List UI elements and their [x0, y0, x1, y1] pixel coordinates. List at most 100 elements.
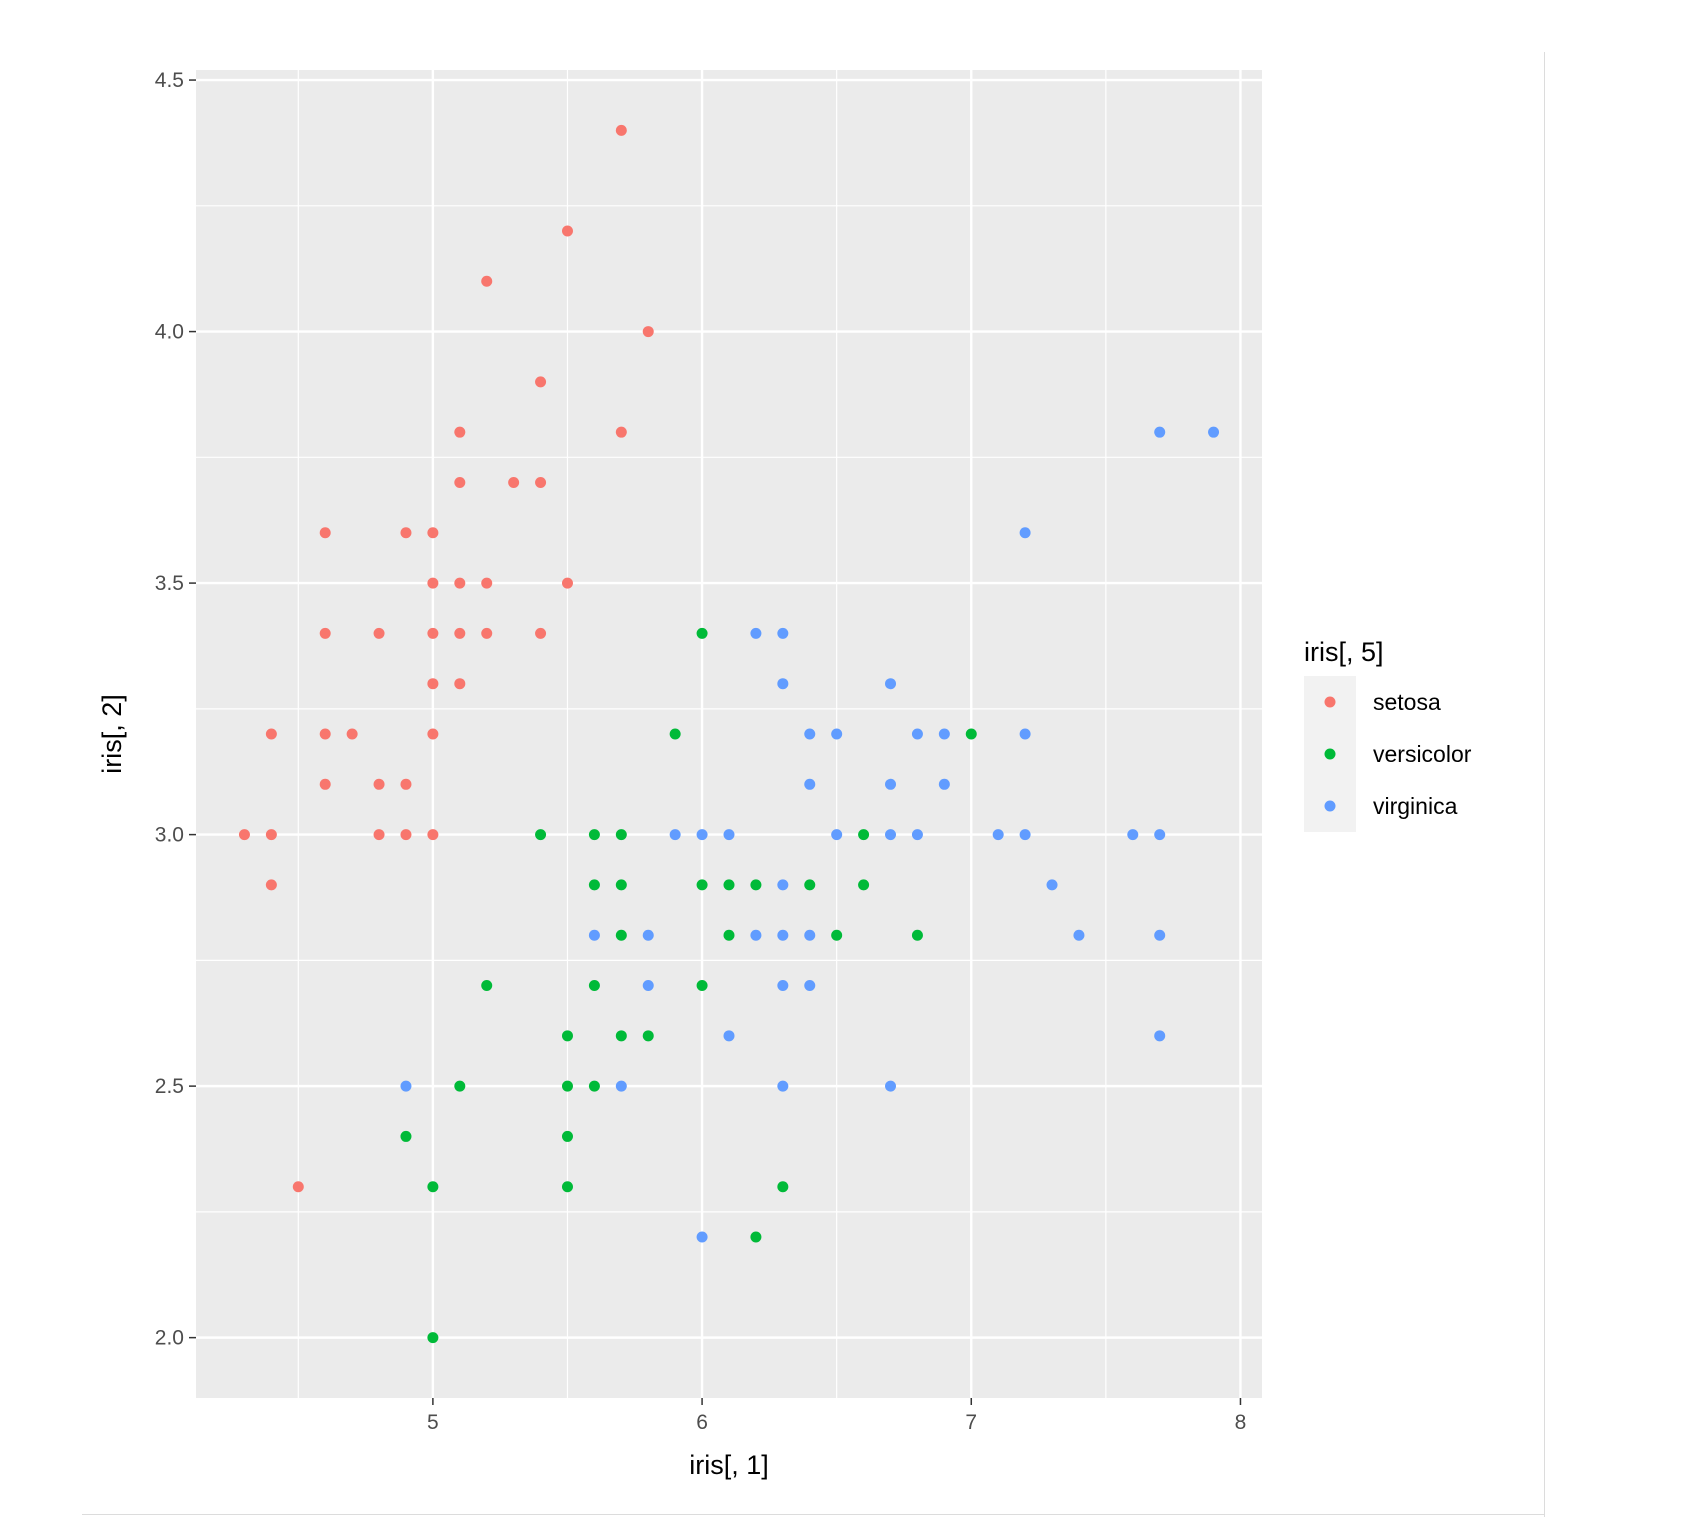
- point-versicolor: [588, 829, 600, 841]
- point-virginica: [938, 778, 950, 790]
- point-versicolor: [669, 728, 681, 740]
- point-setosa: [535, 476, 547, 488]
- point-virginica: [777, 1080, 789, 1092]
- point-virginica: [1046, 879, 1058, 891]
- point-setosa: [373, 627, 385, 639]
- point-setosa: [427, 678, 439, 690]
- point-versicolor: [723, 929, 735, 941]
- point-versicolor: [911, 929, 923, 941]
- point-virginica: [1073, 929, 1085, 941]
- point-setosa: [454, 577, 466, 589]
- point-setosa: [373, 778, 385, 790]
- point-versicolor: [696, 879, 708, 891]
- point-setosa: [454, 678, 466, 690]
- point-setosa: [400, 527, 412, 539]
- point-versicolor: [535, 829, 547, 841]
- point-setosa: [454, 426, 466, 438]
- point-versicolor: [615, 879, 627, 891]
- legend-key-versicolor: [1324, 748, 1336, 760]
- point-virginica: [669, 829, 681, 841]
- point-virginica: [831, 728, 843, 740]
- point-virginica: [750, 929, 762, 941]
- point-setosa: [561, 577, 573, 589]
- legend-item-versicolor: versicolor: [1324, 741, 1472, 767]
- point-setosa: [319, 527, 331, 539]
- point-virginica: [1154, 1030, 1166, 1042]
- point-versicolor: [561, 1030, 573, 1042]
- point-setosa: [561, 225, 573, 237]
- point-versicolor: [696, 627, 708, 639]
- point-setosa: [642, 326, 654, 338]
- point-setosa: [400, 778, 412, 790]
- point-setosa: [481, 627, 493, 639]
- point-versicolor: [427, 1181, 439, 1193]
- legend-item-virginica: virginica: [1324, 793, 1458, 819]
- legend-label: setosa: [1373, 689, 1441, 715]
- point-virginica: [885, 778, 897, 790]
- point-setosa: [508, 476, 520, 488]
- legend-label: versicolor: [1373, 741, 1472, 767]
- point-versicolor: [804, 879, 816, 891]
- point-versicolor: [561, 1130, 573, 1142]
- point-virginica: [777, 929, 789, 941]
- point-virginica: [992, 829, 1004, 841]
- point-versicolor: [642, 1030, 654, 1042]
- point-versicolor: [750, 879, 762, 891]
- point-virginica: [777, 627, 789, 639]
- point-virginica: [777, 678, 789, 690]
- point-virginica: [696, 1231, 708, 1243]
- point-versicolor: [454, 1080, 466, 1092]
- point-versicolor: [427, 1332, 439, 1344]
- grid-major: [196, 70, 1262, 1398]
- y-tick-label: 3.0: [155, 824, 184, 847]
- legend-label: virginica: [1373, 793, 1458, 819]
- x-tick-label: 7: [965, 1411, 977, 1434]
- point-setosa: [265, 728, 277, 740]
- point-setosa: [535, 376, 547, 388]
- point-versicolor: [561, 1080, 573, 1092]
- point-versicolor: [965, 728, 977, 740]
- point-virginica: [885, 1080, 897, 1092]
- point-setosa: [319, 728, 331, 740]
- point-setosa: [400, 829, 412, 841]
- point-setosa: [319, 627, 331, 639]
- point-setosa: [454, 627, 466, 639]
- x-tick-label: 8: [1235, 1411, 1247, 1434]
- point-virginica: [723, 829, 735, 841]
- point-virginica: [642, 980, 654, 992]
- point-virginica: [804, 980, 816, 992]
- data-points: [238, 124, 1220, 1344]
- point-setosa: [615, 124, 627, 136]
- point-virginica: [1208, 426, 1220, 438]
- point-virginica: [804, 728, 816, 740]
- frame-border-right: [1544, 52, 1545, 1517]
- point-virginica: [1154, 829, 1166, 841]
- point-virginica: [642, 929, 654, 941]
- point-virginica: [750, 627, 762, 639]
- point-versicolor: [750, 1231, 762, 1243]
- point-virginica: [804, 778, 816, 790]
- point-virginica: [938, 728, 950, 740]
- legend: iris[, 5] setosa versicolor virginica: [1304, 637, 1472, 832]
- y-axis: 2.0 2.5 3.0 3.5 4.0 4.5: [155, 69, 196, 1350]
- point-virginica: [1019, 829, 1031, 841]
- point-setosa: [615, 426, 627, 438]
- point-versicolor: [777, 1181, 789, 1193]
- point-virginica: [588, 929, 600, 941]
- x-tick-label: 5: [427, 1411, 439, 1434]
- point-virginica: [885, 678, 897, 690]
- point-virginica: [696, 829, 708, 841]
- point-virginica: [777, 980, 789, 992]
- point-virginica: [804, 929, 816, 941]
- point-setosa: [481, 275, 493, 287]
- point-setosa: [427, 728, 439, 740]
- point-versicolor: [615, 929, 627, 941]
- point-setosa: [346, 728, 358, 740]
- point-virginica: [1019, 728, 1031, 740]
- point-versicolor: [696, 980, 708, 992]
- point-virginica: [831, 829, 843, 841]
- point-virginica: [777, 879, 789, 891]
- point-versicolor: [831, 929, 843, 941]
- x-tick-label: 6: [696, 1411, 708, 1434]
